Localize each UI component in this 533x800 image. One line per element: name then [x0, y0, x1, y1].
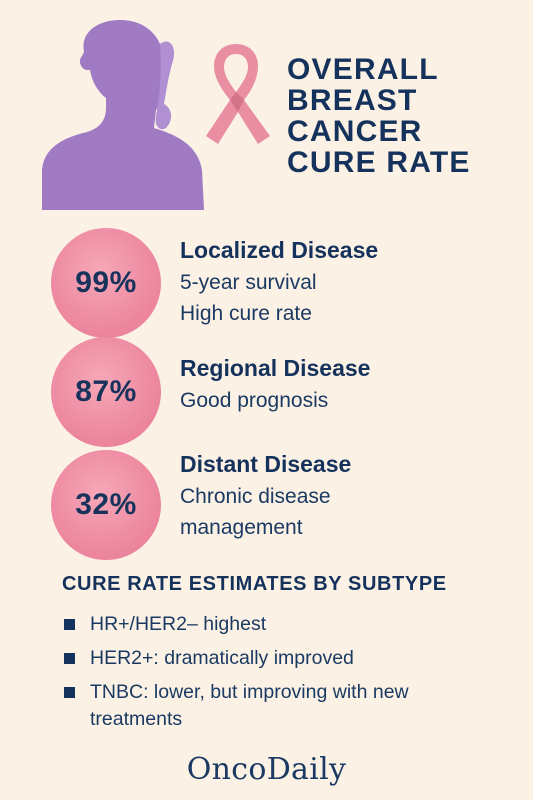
stage-detail: High cure rate: [180, 302, 312, 325]
percent-circle: 99%: [51, 228, 161, 338]
stage-name: Distant Disease: [180, 451, 352, 477]
woman-silhouette-icon: [42, 20, 204, 210]
list-item-text: TNBC: lower, but improving with new trea…: [90, 681, 409, 730]
percent-circle: 87%: [51, 337, 161, 447]
list-item-text: HR+/HER2– highest: [90, 613, 267, 635]
list-item: TNBC: lower, but improving with new trea…: [62, 679, 502, 733]
stage-detail: 5-year survival: [180, 271, 317, 294]
subtype-list: HR+/HER2– highest HER2+: dramatically im…: [62, 611, 502, 740]
stage-name: Localized Disease: [180, 237, 379, 263]
header: OVERALL BREAST CANCER CURE RATE: [0, 0, 533, 225]
title-line: CANCER: [287, 115, 423, 148]
square-bullet-icon: [64, 653, 75, 664]
stage-detail: Good prognosis: [180, 389, 329, 412]
stage-detail: management: [180, 516, 303, 539]
square-bullet-icon: [64, 687, 75, 698]
list-item: HR+/HER2– highest: [62, 611, 502, 638]
percent-circle: 32%: [51, 450, 161, 560]
title-line: OVERALL: [287, 53, 439, 86]
list-item-text: HER2+: dramatically improved: [90, 647, 354, 669]
title-line: CURE RATE: [287, 146, 471, 179]
brand-logo: OncoDaily: [186, 752, 347, 787]
square-bullet-icon: [64, 619, 75, 630]
stage-detail: Chronic disease: [180, 485, 331, 508]
list-item: HER2+: dramatically improved: [62, 645, 502, 672]
page-title: OVERALL BREAST CANCER CURE RATE: [287, 54, 527, 178]
stage-name: Regional Disease: [180, 355, 371, 381]
title-line: BREAST: [287, 84, 418, 117]
subtype-heading: CURE RATE ESTIMATES BY SUBTYPE: [62, 573, 447, 595]
awareness-ribbon-icon: [206, 44, 270, 144]
